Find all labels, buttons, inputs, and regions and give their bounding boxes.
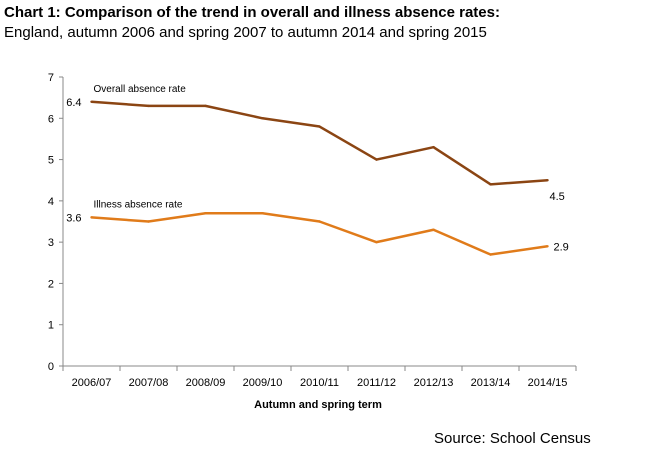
x-axis-title: Autumn and spring term bbox=[254, 399, 382, 411]
x-tick-label: 2013/14 bbox=[471, 377, 511, 389]
data-point bbox=[147, 104, 150, 108]
x-tick-label: 2006/07 bbox=[72, 377, 112, 389]
data-point bbox=[90, 216, 93, 219]
data-point bbox=[261, 212, 264, 215]
y-tick-label: 3 bbox=[48, 237, 54, 249]
x-tick-label: 2012/13 bbox=[414, 377, 454, 389]
data-point bbox=[546, 245, 549, 248]
series-name-label: Illness absence rate bbox=[94, 199, 183, 210]
end-value-label: 2.9 bbox=[554, 241, 569, 253]
chart-title: Chart 1: Comparison of the trend in over… bbox=[4, 4, 500, 21]
data-point bbox=[318, 125, 321, 128]
x-tick-label: 2011/12 bbox=[357, 377, 396, 389]
data-point bbox=[489, 253, 492, 256]
data-point bbox=[261, 117, 264, 120]
data-point bbox=[432, 145, 435, 149]
y-tick-label: 2 bbox=[48, 278, 54, 290]
y-tick-label: 5 bbox=[48, 155, 54, 167]
y-tick-label: 0 bbox=[48, 361, 54, 373]
data-point bbox=[318, 220, 321, 223]
data-point bbox=[204, 104, 207, 108]
x-tick-label: 2008/09 bbox=[186, 377, 226, 389]
series-name-label: Overall absence rate bbox=[94, 84, 187, 95]
data-point bbox=[90, 100, 93, 103]
data-point bbox=[546, 179, 549, 182]
y-tick-label: 4 bbox=[48, 196, 54, 208]
start-value-label: 3.6 bbox=[66, 212, 81, 224]
data-point bbox=[204, 212, 207, 215]
y-tick-label: 6 bbox=[48, 113, 54, 125]
x-tick-label: 2014/15 bbox=[528, 377, 568, 389]
y-tick-label: 7 bbox=[48, 72, 54, 84]
end-value-label: 4.5 bbox=[550, 191, 565, 203]
start-value-label: 6.4 bbox=[66, 97, 81, 109]
series-line-overall bbox=[91, 100, 548, 186]
data-point bbox=[375, 240, 378, 244]
chart-subtitle: England, autumn 2006 and spring 2007 to … bbox=[4, 24, 487, 41]
data-point bbox=[489, 183, 492, 186]
x-tick-label: 2010/11 bbox=[300, 377, 339, 389]
x-tick-label: 2009/10 bbox=[243, 377, 283, 389]
x-tick-label: 2007/08 bbox=[129, 377, 169, 389]
y-tick-label: 1 bbox=[48, 320, 54, 332]
series-line-illness bbox=[91, 211, 548, 256]
data-point bbox=[147, 220, 150, 223]
data-point bbox=[432, 228, 435, 231]
source-note: Source: School Census bbox=[434, 430, 591, 447]
data-point bbox=[375, 158, 378, 161]
